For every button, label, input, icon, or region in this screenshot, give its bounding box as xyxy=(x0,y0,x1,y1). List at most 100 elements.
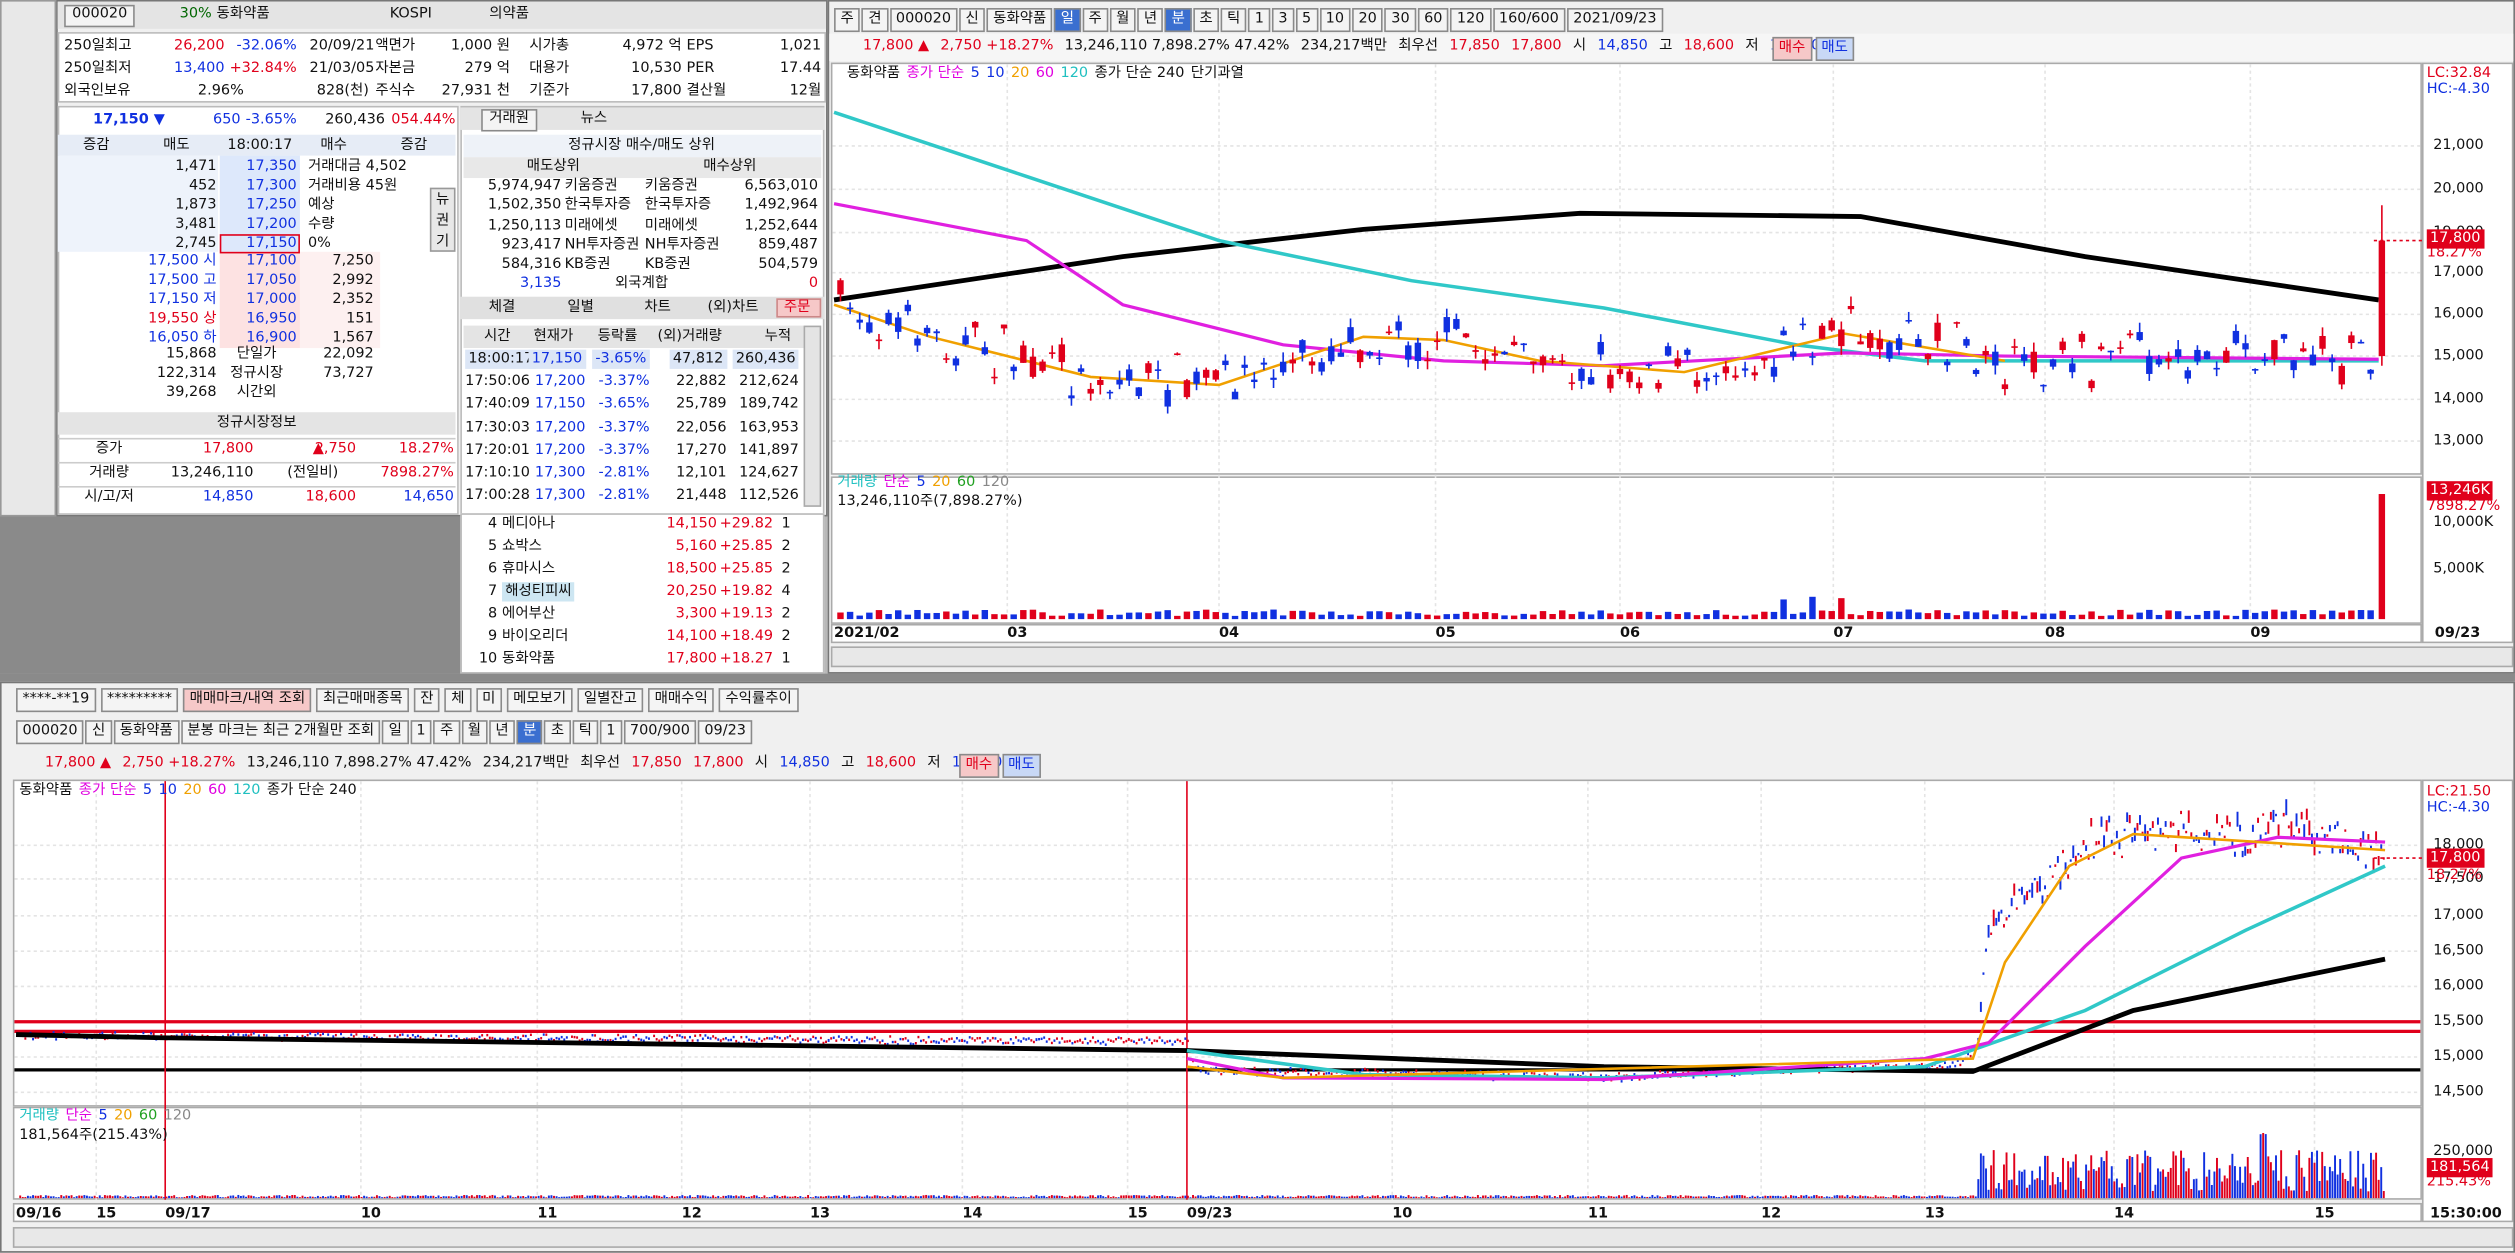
toolbar-item[interactable]: 신 xyxy=(85,720,112,745)
volume-bar xyxy=(1376,1195,1379,1199)
volume-bar xyxy=(558,1197,561,1199)
volume-bar xyxy=(386,1196,389,1199)
toolbar-item[interactable]: 60 xyxy=(1417,8,1449,33)
volume-bar xyxy=(1876,611,1884,620)
toolbar-item[interactable]: 체 xyxy=(444,688,471,713)
toolbar-item[interactable]: 일 xyxy=(1054,8,1081,33)
toolbar-item[interactable]: 120 xyxy=(1450,8,1491,33)
toolbar-item[interactable]: ********* xyxy=(100,688,179,713)
toolbar-item[interactable]: 000020 xyxy=(16,720,84,745)
y-tick-label: 250,000 xyxy=(2433,1143,2493,1160)
candle-body xyxy=(1502,1073,1505,1076)
volume-bar xyxy=(1271,1196,1274,1199)
toolbar-item[interactable]: 월 xyxy=(1109,8,1136,33)
candle-body xyxy=(917,1035,920,1039)
toolbar-item[interactable]: 5 xyxy=(1295,8,1318,33)
toolbar-item[interactable]: 틱 xyxy=(572,720,599,745)
toolbar-item[interactable]: 3 xyxy=(1271,8,1295,33)
side-button[interactable]: 기 xyxy=(436,234,450,251)
candle-body xyxy=(1356,350,1364,363)
candle-body xyxy=(1116,379,1123,385)
toolbar-item[interactable]: 1 xyxy=(599,720,622,745)
toolbar-item[interactable]: 분 xyxy=(516,720,543,745)
candle-body xyxy=(2233,851,2236,857)
toolbar-item[interactable]: 주 xyxy=(1082,8,1109,33)
toolbar-item[interactable]: 000020 xyxy=(889,8,958,33)
toolbar-item[interactable]: 30 xyxy=(1384,8,1417,33)
side-button[interactable]: 뉴 xyxy=(436,192,450,209)
tab[interactable]: 뉴스 xyxy=(580,110,608,127)
toolbar-item[interactable]: 20 xyxy=(1352,8,1384,33)
toolbar-item[interactable]: 틱 xyxy=(1220,8,1247,33)
candle-body xyxy=(1510,341,1518,346)
toolbar-item[interactable]: 초 xyxy=(1192,8,1220,33)
toolbar-item[interactable]: 년 xyxy=(489,720,516,745)
toolbar-item[interactable]: 1 xyxy=(1248,8,1271,33)
volume-bar xyxy=(1379,1197,1382,1199)
volume-bar xyxy=(943,611,950,620)
volume-bar xyxy=(1784,1195,1787,1199)
rank-cell: 쇼박스 xyxy=(502,538,542,555)
tab[interactable]: (외)차트 xyxy=(707,299,759,316)
toolbar-item[interactable]: 초 xyxy=(544,720,571,745)
volume-bar xyxy=(1943,1196,1946,1199)
toolbar-item[interactable]: 최근매매종목 xyxy=(316,688,410,713)
side-button[interactable]: 권 xyxy=(436,213,450,230)
toolbar-item[interactable]: 년 xyxy=(1137,8,1164,33)
volume-bar xyxy=(1158,1196,1161,1199)
tab[interactable]: 체결 xyxy=(488,299,516,316)
rank-cell: 14,150 xyxy=(666,516,717,533)
toolbar-item[interactable]: 메모보기 xyxy=(506,688,573,713)
toolbar-item[interactable]: 09/23 xyxy=(697,720,753,745)
toolbar-item[interactable]: 일 xyxy=(382,720,409,745)
market-cell: 14,650 xyxy=(403,489,454,506)
tab[interactable]: 주문 xyxy=(783,299,811,316)
legend: 동화약품 종가 단순 5 10 20 60 120 종가 단순 240 단기과열 xyxy=(847,64,1244,85)
candle-body xyxy=(885,312,892,325)
toolbar-item[interactable]: 매매수익 xyxy=(648,688,715,713)
tab[interactable]: 차트 xyxy=(644,299,671,316)
toolbar-item[interactable]: 수익률추이 xyxy=(718,688,799,713)
volume-bar xyxy=(1802,1195,1805,1199)
candle-body xyxy=(237,1033,240,1036)
toolbar-item[interactable]: ****-**19 xyxy=(16,688,96,713)
candle-body xyxy=(1399,1072,1402,1075)
volume-bar xyxy=(1718,1196,1721,1199)
button[interactable]: 매도 xyxy=(1001,753,1042,778)
toolbar-item[interactable]: 월 xyxy=(461,720,488,745)
toolbar-item[interactable]: 주 xyxy=(834,8,861,33)
volume-bar xyxy=(1025,1197,1028,1199)
toolbar-item[interactable]: 분 xyxy=(1165,8,1192,33)
toolbar-item[interactable]: 동화약품 xyxy=(986,8,1053,33)
toolbar-item[interactable]: 700/900 xyxy=(623,720,697,745)
toolbar-item[interactable]: 10 xyxy=(1319,8,1351,33)
toolbar-item[interactable]: 견 xyxy=(861,8,888,33)
toolbar-item[interactable]: 160/600 xyxy=(1492,8,1566,33)
button[interactable]: 매수 xyxy=(1772,36,1812,61)
toolbar-item[interactable]: 주 xyxy=(433,720,460,745)
toolbar-item[interactable]: 1 xyxy=(409,720,432,745)
candle-body xyxy=(2203,351,2211,360)
toolbar-item[interactable]: 매매마크/내역 조회 xyxy=(183,688,312,713)
volume-bar xyxy=(1020,610,1027,620)
toolbar-item[interactable]: 동화약품 xyxy=(113,720,180,745)
toolbar-item[interactable]: 미 xyxy=(475,688,502,713)
volume-bar xyxy=(1612,1196,1615,1199)
volume-bar xyxy=(2020,615,2028,620)
tab[interactable]: 거래원 xyxy=(481,109,538,132)
volume-bar xyxy=(2339,1158,2342,1199)
axis-badge: 181,564 xyxy=(2426,1158,2493,1178)
volume-bar xyxy=(2155,614,2163,620)
button[interactable]: 매수 xyxy=(959,753,999,778)
tab[interactable]: 일별 xyxy=(567,299,594,316)
candle-body xyxy=(1145,363,1152,373)
toolbar-item[interactable]: 잔 xyxy=(413,688,440,713)
candle-body xyxy=(334,1033,337,1037)
toolbar-item[interactable]: 신 xyxy=(959,8,986,33)
toolbar-item[interactable]: 2021/09/23 xyxy=(1566,8,1663,33)
toolbar xyxy=(57,1,827,29)
toolbar-item[interactable]: 일별잔고 xyxy=(577,688,644,713)
button[interactable]: 매도 xyxy=(1814,36,1855,61)
toolbar-item[interactable]: 분봉 마크는 최근 2개월만 조회 xyxy=(180,720,381,745)
tick-cell: 189,742 xyxy=(739,396,799,413)
